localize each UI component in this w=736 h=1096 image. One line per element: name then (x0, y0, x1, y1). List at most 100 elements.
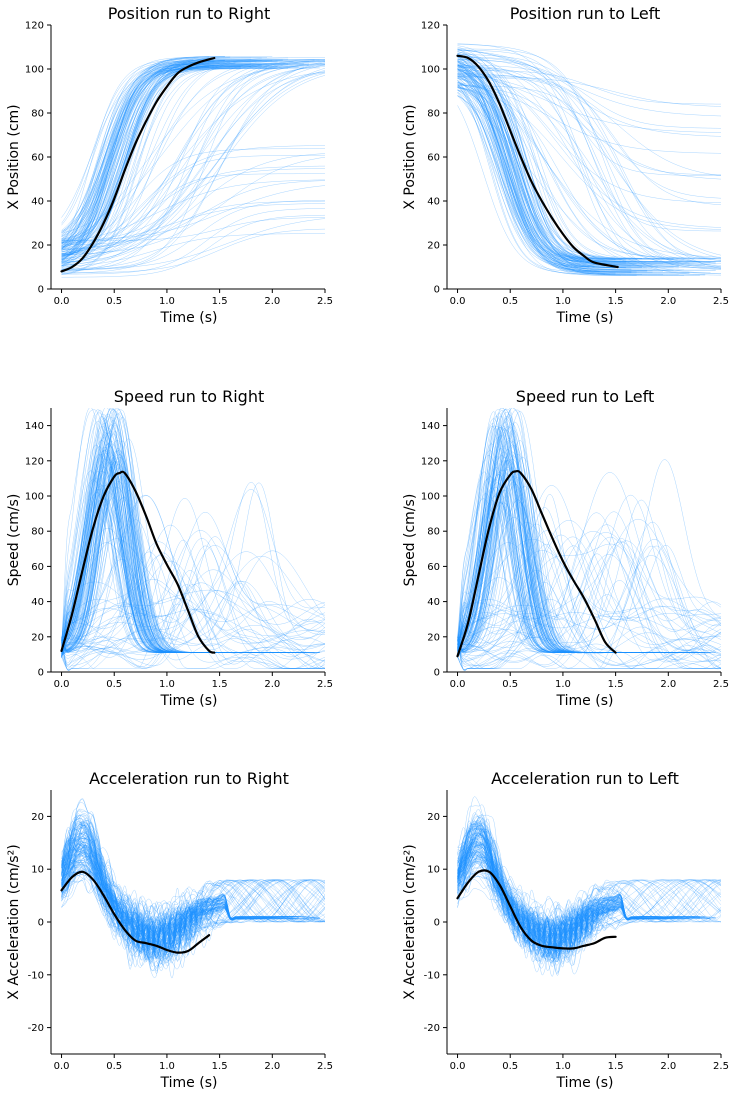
x-tick-label: 0.0 (54, 296, 70, 307)
y-axis-label: X Position (cm) (6, 104, 22, 209)
y-tick-label: -10 (424, 970, 440, 981)
trial-curves (62, 798, 326, 978)
y-tick-label: 40 (31, 197, 44, 208)
trial-curves (458, 797, 722, 977)
y-tick-label: 0 (38, 668, 44, 679)
y-tick-label: 60 (31, 562, 44, 573)
y-tick-label: 40 (427, 197, 440, 208)
y-tick-label: 120 (421, 21, 440, 32)
trial-curve (62, 67, 278, 250)
y-tick-label: 120 (25, 456, 44, 467)
x-tick-label: 0.5 (502, 679, 518, 690)
y-tick-label: -20 (28, 1023, 44, 1034)
y-tick-label: 20 (31, 632, 44, 643)
x-tick-label: 1.0 (555, 1061, 571, 1072)
x-tick-label: 2.5 (713, 296, 729, 307)
x-tick-label: 0.5 (502, 296, 518, 307)
x-tick-label: 2.0 (264, 679, 280, 690)
x-tick-label: 0.0 (450, 296, 466, 307)
trial-curves (458, 407, 722, 671)
y-tick-label: 10 (31, 865, 44, 876)
x-tick-label: 1.5 (608, 1061, 624, 1072)
trial-curve (62, 495, 326, 661)
y-tick-label: 120 (25, 21, 44, 32)
y-tick-label: 100 (25, 65, 44, 76)
y-tick-label: 100 (421, 492, 440, 503)
x-tick-label: 1.5 (608, 679, 624, 690)
y-axis-label: X Position (cm) (402, 104, 418, 209)
trial-curve (62, 67, 299, 244)
chart-title: Speed run to Left (516, 387, 654, 406)
trial-curve (62, 537, 326, 650)
trial-curve (62, 556, 326, 645)
x-tick-label: 1.0 (159, 679, 175, 690)
panel-2: 0.0 0.5 1.0 1.5 2.0 2.5020406080100120Positio… (402, 4, 729, 326)
x-tick-label: 2.5 (317, 1061, 333, 1072)
chart-title: Position run to Right (108, 4, 271, 23)
panel-1: 0.0 0.5 1.0 1.5 2.0 2.5020406080100120Positio… (6, 4, 333, 326)
trial-curves (62, 407, 326, 670)
y-tick-label: 80 (427, 527, 440, 538)
y-tick-label: 60 (31, 153, 44, 164)
x-tick-label: 1.5 (212, 1061, 228, 1072)
x-tick-label: 2.0 (660, 1061, 676, 1072)
x-tick-label: 2.5 (317, 296, 333, 307)
x-tick-label: 0.5 (106, 679, 122, 690)
y-tick-label: 0 (434, 285, 440, 296)
chart-title: Speed run to Right (114, 387, 264, 406)
x-axis-label: Time (s) (160, 1075, 218, 1091)
y-axis-label: Speed (cm/s) (6, 494, 22, 587)
x-tick-label: 1.0 (159, 296, 175, 307)
x-tick-label: 1.5 (212, 296, 228, 307)
y-tick-label: 140 (25, 421, 44, 432)
x-tick-label: 0.5 (106, 1061, 122, 1072)
x-tick-label: 2.5 (713, 679, 729, 690)
x-axis-label: Time (s) (160, 310, 218, 326)
y-tick-label: 80 (31, 527, 44, 538)
x-axis-label: Time (s) (556, 693, 614, 709)
trial-curve (62, 67, 273, 246)
y-tick-label: 80 (427, 109, 440, 120)
y-tick-label: 10 (427, 865, 440, 876)
x-tick-label: 2.0 (264, 1061, 280, 1072)
y-tick-label: -10 (28, 970, 44, 981)
x-tick-label: 0.5 (502, 1061, 518, 1072)
y-tick-label: 40 (427, 597, 440, 608)
y-tick-label: 20 (31, 812, 44, 823)
y-tick-label: 40 (31, 597, 44, 608)
trial-curves (458, 44, 722, 276)
chart-title: Acceleration run to Left (491, 769, 679, 788)
x-tick-label: 1.5 (608, 296, 624, 307)
y-tick-label: -20 (424, 1023, 440, 1034)
y-tick-label: 20 (427, 812, 440, 823)
x-tick-label: 2.0 (660, 296, 676, 307)
y-tick-label: 20 (427, 632, 440, 643)
x-axis-label: Time (s) (160, 693, 218, 709)
panel-5: 0.0 0.5 1.0 1.5 2.0 2.5-20-1001020Acceleratio… (6, 769, 333, 1091)
x-tick-label: 2.0 (264, 296, 280, 307)
y-tick-label: 60 (427, 562, 440, 573)
y-tick-label: 0 (38, 918, 44, 929)
y-tick-label: 20 (31, 241, 44, 252)
y-axis-label: X Acceleration (cm/s²) (402, 844, 418, 999)
trial-curves (62, 56, 326, 277)
x-tick-label: 0.0 (450, 679, 466, 690)
y-axis-label: X Acceleration (cm/s²) (6, 844, 22, 999)
y-tick-label: 60 (427, 153, 440, 164)
panel-4: 0.0 0.5 1.0 1.5 2.0 2.5020406080100120140Spee… (402, 387, 729, 709)
x-axis-label: Time (s) (556, 310, 614, 326)
x-tick-label: 2.5 (713, 1061, 729, 1072)
x-tick-label: 1.0 (555, 296, 571, 307)
x-tick-label: 1.5 (212, 679, 228, 690)
y-tick-label: 20 (427, 241, 440, 252)
trial-curve (458, 532, 722, 638)
y-tick-label: 0 (434, 668, 440, 679)
x-tick-label: 1.0 (159, 1061, 175, 1072)
chart-title: Acceleration run to Right (89, 769, 289, 788)
y-tick-label: 0 (38, 285, 44, 296)
y-tick-label: 140 (421, 421, 440, 432)
x-tick-label: 0.5 (106, 296, 122, 307)
x-tick-label: 0.0 (450, 1061, 466, 1072)
y-tick-label: 0 (434, 918, 440, 929)
trial-curve (62, 68, 289, 247)
